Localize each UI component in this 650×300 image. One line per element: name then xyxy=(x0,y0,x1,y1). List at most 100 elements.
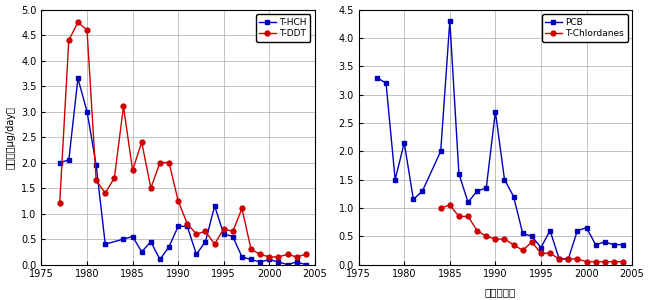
T-HCH xyxy=(65,158,73,162)
PCB xyxy=(373,76,381,80)
PCB xyxy=(519,232,526,235)
T-Chlordanes xyxy=(455,214,463,218)
T-Chlordanes xyxy=(473,229,481,232)
PCB xyxy=(573,229,581,232)
PCB xyxy=(410,198,417,201)
T-Chlordanes xyxy=(446,203,454,207)
T-HCH xyxy=(274,260,282,264)
PCB xyxy=(455,172,463,176)
T-DDT xyxy=(147,186,155,190)
PCB xyxy=(564,257,572,261)
T-Chlordanes xyxy=(519,249,526,252)
PCB xyxy=(473,189,481,193)
PCB xyxy=(391,178,399,181)
T-HCH xyxy=(120,237,127,241)
T-Chlordanes xyxy=(619,260,627,263)
PCB xyxy=(619,243,627,247)
T-Chlordanes xyxy=(573,257,581,261)
T-DDT xyxy=(56,202,64,205)
T-DDT xyxy=(283,253,291,256)
T-DDT xyxy=(256,253,264,256)
T-HCH xyxy=(165,245,173,248)
Line: T-Chlordanes: T-Chlordanes xyxy=(438,202,625,264)
T-Chlordanes xyxy=(564,257,572,261)
T-Chlordanes xyxy=(546,251,554,255)
PCB xyxy=(400,141,408,145)
T-DDT xyxy=(120,105,127,108)
T-HCH xyxy=(92,163,100,167)
T-DDT xyxy=(220,227,228,231)
T-HCH xyxy=(83,110,91,113)
T-HCH xyxy=(174,224,182,228)
T-HCH xyxy=(238,255,246,259)
T-DDT xyxy=(211,242,218,246)
T-Chlordanes xyxy=(491,237,499,241)
PCB xyxy=(510,195,517,198)
PCB xyxy=(601,240,608,244)
T-Chlordanes xyxy=(610,260,617,263)
T-DDT xyxy=(247,248,255,251)
PCB xyxy=(592,243,599,247)
T-HCH xyxy=(101,242,109,246)
Text: 試科採取年: 試科採取年 xyxy=(485,287,516,297)
T-Chlordanes xyxy=(482,234,490,238)
T-DDT xyxy=(174,199,182,202)
Line: T-DDT: T-DDT xyxy=(57,20,308,260)
T-DDT xyxy=(138,140,146,144)
PCB xyxy=(582,226,590,230)
T-DDT xyxy=(238,207,246,210)
T-DDT xyxy=(165,161,173,164)
T-Chlordanes xyxy=(582,260,590,263)
Line: PCB: PCB xyxy=(374,19,625,261)
T-DDT xyxy=(292,255,300,259)
T-HCH xyxy=(256,260,264,264)
T-DDT xyxy=(111,176,118,180)
PCB xyxy=(464,200,472,204)
T-DDT xyxy=(101,191,109,195)
T-HCH xyxy=(56,161,64,164)
PCB xyxy=(482,186,490,190)
T-HCH xyxy=(202,240,209,243)
T-DDT xyxy=(156,161,164,164)
T-HCH xyxy=(229,235,237,238)
PCB xyxy=(546,229,554,232)
T-DDT xyxy=(74,20,82,24)
T-HCH xyxy=(156,258,164,261)
T-DDT xyxy=(302,253,309,256)
PCB xyxy=(610,243,617,247)
T-Chlordanes xyxy=(464,214,472,218)
Y-axis label: 摂取量（μg/day）: 摂取量（μg/day） xyxy=(6,106,16,169)
PCB xyxy=(437,149,445,153)
T-DDT xyxy=(92,178,100,182)
PCB xyxy=(419,189,426,193)
T-DDT xyxy=(229,230,237,233)
T-DDT xyxy=(65,38,73,42)
T-DDT xyxy=(202,230,209,233)
PCB xyxy=(500,178,508,181)
T-DDT xyxy=(274,255,282,259)
T-HCH xyxy=(129,235,136,238)
T-HCH xyxy=(247,258,255,261)
PCB xyxy=(528,234,536,238)
Legend: T-HCH, T-DDT: T-HCH, T-DDT xyxy=(255,14,310,42)
PCB xyxy=(491,110,499,113)
T-HCH xyxy=(192,253,200,256)
PCB xyxy=(446,19,454,23)
PCB xyxy=(537,246,545,249)
T-HCH xyxy=(74,76,82,80)
T-DDT xyxy=(129,168,136,172)
T-Chlordanes xyxy=(537,251,545,255)
Legend: PCB, T-Chlordanes: PCB, T-Chlordanes xyxy=(541,14,627,42)
T-DDT xyxy=(265,255,273,259)
T-DDT xyxy=(83,28,91,32)
T-HCH xyxy=(211,204,218,208)
T-Chlordanes xyxy=(500,237,508,241)
T-Chlordanes xyxy=(601,260,608,263)
T-HCH xyxy=(220,232,228,236)
T-HCH xyxy=(292,260,300,264)
T-HCH xyxy=(138,250,146,253)
Line: T-HCH: T-HCH xyxy=(57,76,308,267)
T-Chlordanes xyxy=(528,240,536,244)
T-Chlordanes xyxy=(510,243,517,247)
T-DDT xyxy=(192,232,200,236)
